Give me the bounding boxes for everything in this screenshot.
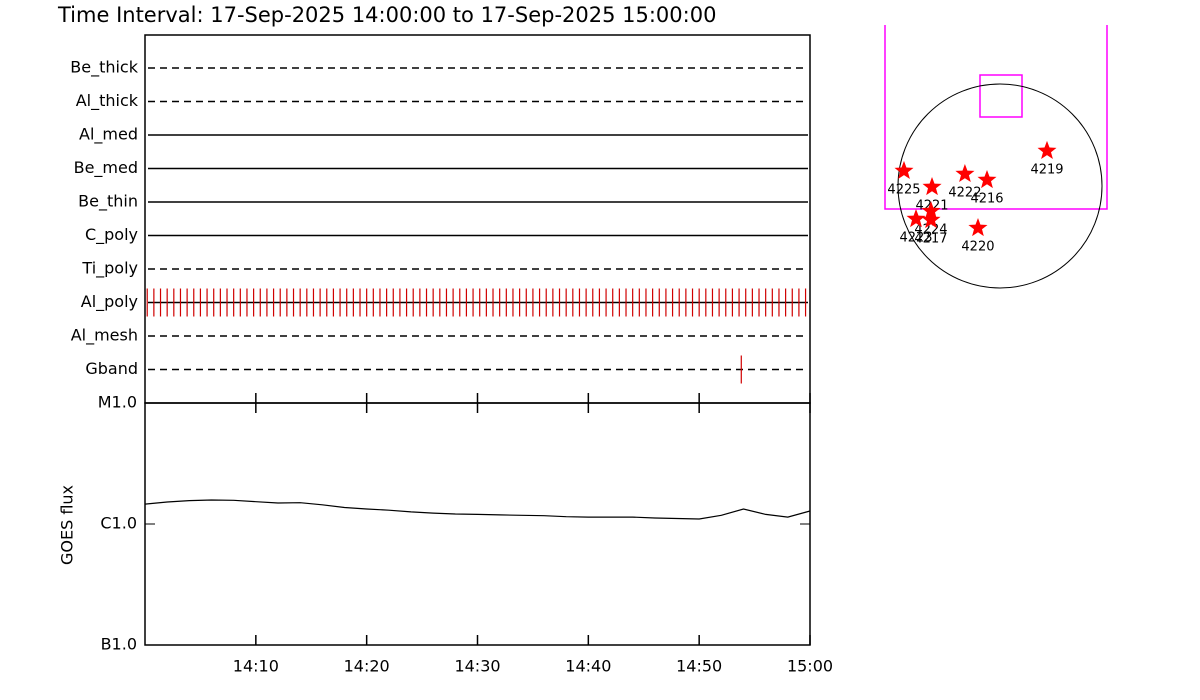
region-label: 4224: [914, 223, 947, 238]
row-label: Be_thick: [70, 58, 138, 78]
row-label: Be_thin: [78, 192, 138, 212]
region-label: 4223: [899, 231, 932, 246]
region-label: 4220: [961, 240, 994, 255]
chart-title: Time Interval: 17-Sep-2025 14:00:00 to 1…: [57, 3, 716, 27]
x-tick-label: 14:10: [233, 657, 279, 676]
region-label: 4216: [970, 191, 1003, 206]
active-region: [921, 210, 941, 229]
filter-panel-frame: [144, 34, 811, 404]
row-label: Al_med: [79, 125, 138, 145]
region-label: 4217: [914, 231, 947, 246]
row-label: Gband: [85, 359, 138, 378]
y-tick-label: B1.0: [101, 635, 137, 654]
solar-disk: [897, 83, 1103, 289]
row-label: Al_poly: [81, 292, 138, 312]
active-region: [955, 164, 975, 182]
goes-line: [144, 499, 811, 520]
x-tick-label: 14:20: [344, 657, 390, 676]
x-tick-label: 14:50: [676, 657, 722, 676]
row-label: C_poly: [85, 225, 138, 245]
active-region: [894, 160, 914, 179]
y-axis-label: GOES flux: [58, 485, 77, 565]
row-label: Be_med: [74, 158, 138, 178]
fov-outline: [884, 25, 1108, 210]
region-label: 4222: [948, 185, 981, 200]
region-label: 4225: [887, 182, 920, 197]
x-tick-label: 14:40: [565, 657, 611, 676]
active-region: [1037, 140, 1057, 159]
active-region: [968, 218, 988, 237]
region-label: 4219: [1030, 162, 1063, 177]
active-region: [977, 170, 997, 189]
row-label: Ti_poly: [81, 259, 138, 279]
fov-box: [979, 74, 1023, 118]
y-tick-label: C1.0: [100, 514, 137, 533]
row-label: Al_thick: [76, 91, 139, 111]
x-tick-label: 14:30: [454, 657, 500, 676]
y-tick-label: M1.0: [98, 393, 137, 412]
row-label: Al_mesh: [71, 326, 138, 346]
active-region: [922, 177, 942, 196]
x-tick-label: 15:00: [787, 657, 833, 676]
goes-panel-frame: [144, 402, 811, 646]
active-region: [906, 209, 926, 228]
